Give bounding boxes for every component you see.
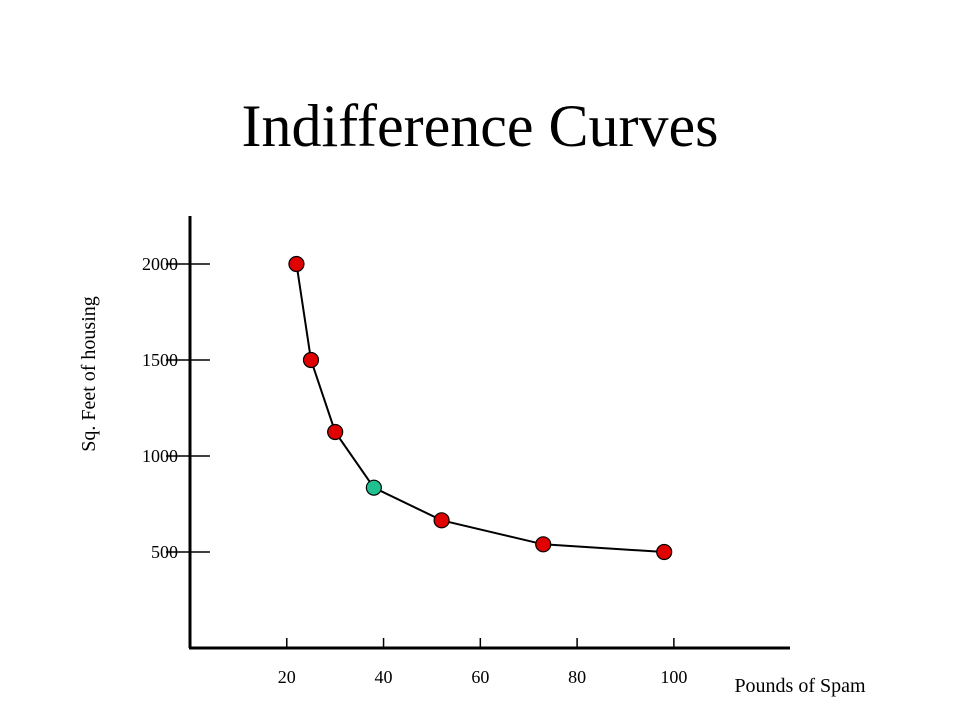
data-point <box>288 255 305 273</box>
y-tick-label: 2000 <box>142 254 178 274</box>
x-ticks: 20 40 60 80 100 <box>278 638 687 687</box>
data-point <box>656 543 673 561</box>
y-tick-label: 1000 <box>142 446 178 466</box>
x-tick-label: 20 <box>278 667 296 687</box>
x-axis-label: Pounds of Spam <box>734 675 866 697</box>
data-point <box>433 512 450 529</box>
data-points <box>288 255 673 561</box>
data-point <box>302 351 320 369</box>
y-tick-label: 1500 <box>142 350 178 370</box>
data-point <box>535 536 552 553</box>
indifference-curve-line <box>295 263 665 553</box>
x-tick-label: 80 <box>568 667 586 687</box>
data-point <box>327 423 344 441</box>
y-axis-label: Sq. Feet of housing <box>78 296 100 452</box>
y-ticks: 500 1000 1500 2000 <box>142 254 210 562</box>
x-tick-label: 100 <box>660 667 687 687</box>
x-tick-label: 40 <box>375 667 393 687</box>
data-point <box>365 479 382 496</box>
x-tick-label: 60 <box>471 667 489 687</box>
y-tick-label: 500 <box>151 542 178 562</box>
slide-title: Indifference Curves <box>241 93 719 159</box>
